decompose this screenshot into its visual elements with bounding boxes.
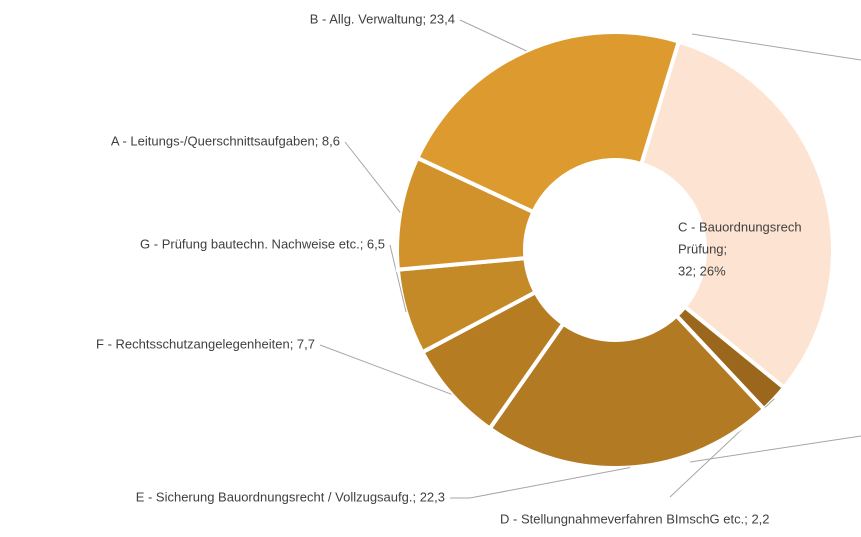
data-label: G - Prüfung bautechn. Nachweise etc.; 6,… [140, 236, 385, 251]
leader-line [319, 344, 452, 395]
slice [638, 39, 835, 391]
leader-line [689, 435, 861, 463]
leader-line [691, 33, 861, 61]
data-label: 32; 26% [678, 263, 726, 278]
data-label: C - Bauordnungsrech [678, 219, 802, 234]
leader-line [344, 141, 401, 213]
data-label: Prüfung; [678, 241, 727, 256]
data-label: E - Sicherung Bauordnungsrecht / Vollzug… [136, 489, 445, 504]
leader-line [389, 244, 407, 313]
leader-line [459, 19, 527, 52]
data-label: A - Leitungs-/Querschnittsaufgaben; 8,6 [111, 133, 340, 148]
data-label: F - Rechtsschutzangelegenheiten; 7,7 [96, 336, 315, 351]
slice [487, 312, 767, 470]
data-label: B - Allg. Verwaltung; 23,4 [310, 11, 455, 26]
slice [414, 30, 682, 215]
data-label: D - Stellungnahmeverfahren BImschG etc.;… [500, 511, 770, 526]
leader-line [450, 466, 631, 499]
